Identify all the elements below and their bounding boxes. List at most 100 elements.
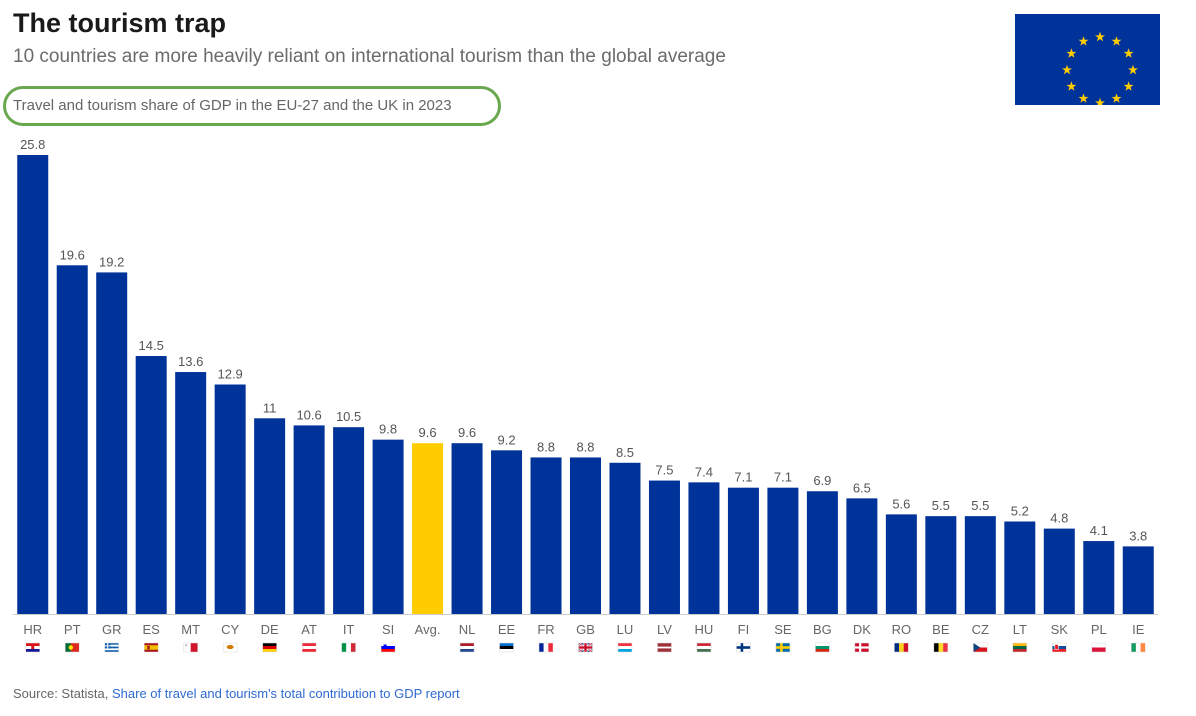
bar-cy — [214, 384, 246, 614]
bar-se — [767, 487, 799, 614]
chart-caption: Travel and tourism share of GDP in the E… — [3, 86, 501, 126]
value-label: 25.8 — [20, 137, 45, 152]
tick-label: MT — [181, 622, 200, 637]
tick-label: BG — [813, 622, 832, 637]
chart-subtitle: 10 countries are more heavily reliant on… — [13, 46, 726, 67]
tick-label: SK — [1051, 622, 1069, 637]
flag-de-icon — [262, 642, 277, 653]
tick-label: PL — [1091, 622, 1107, 637]
flag-star-icon — [1128, 64, 1138, 75]
tick-label: Avg. — [415, 622, 441, 637]
flag-fr-icon — [538, 642, 554, 653]
tick-label: LV — [657, 622, 672, 637]
bar-ee — [491, 450, 523, 614]
flag-star-icon — [1078, 93, 1089, 103]
flag-star-icon — [1078, 36, 1089, 46]
bar-es — [135, 356, 167, 614]
flag-lt-icon — [1012, 642, 1028, 653]
bar-nl — [451, 443, 483, 614]
value-label: 9.6 — [458, 425, 476, 440]
value-label: 19.2 — [99, 254, 124, 269]
value-label: 8.8 — [537, 439, 555, 454]
source-note: Source: Statista, Share of travel and to… — [13, 686, 460, 701]
value-label: 9.6 — [419, 425, 437, 440]
flag-gb-icon — [577, 642, 594, 653]
flag-star-icon — [1095, 31, 1105, 42]
value-label: 8.8 — [576, 439, 594, 454]
flag-se-icon — [775, 642, 791, 653]
flag-star-icon — [1095, 97, 1105, 105]
value-label: 6.5 — [853, 480, 871, 495]
bar-lt — [1004, 521, 1036, 614]
flag-fi-icon — [736, 642, 751, 653]
tick-label: EE — [498, 622, 516, 637]
bar-at — [293, 425, 325, 614]
value-label: 5.5 — [932, 498, 950, 513]
tick-label: SE — [774, 622, 792, 637]
tick-label: NL — [459, 622, 476, 637]
bar-chart: 25.8 HR 19.6 PT 19.2 GR 14.5 ES 13.6 MT 12.9 CY 11 DE… — [13, 137, 1158, 653]
tick-label: HU — [695, 622, 714, 637]
chart-title: The tourism trap — [13, 8, 227, 38]
bar-be — [925, 516, 957, 614]
bar-ro — [885, 514, 917, 614]
value-label: 4.8 — [1050, 511, 1068, 526]
tick-label: FR — [537, 622, 554, 637]
flag-at-icon — [301, 642, 317, 653]
flag-sk-icon — [1052, 642, 1067, 653]
flag-star-icon — [1111, 36, 1122, 46]
tick-label: CZ — [972, 622, 989, 637]
flag-si-icon — [380, 642, 396, 653]
value-label: 5.5 — [971, 498, 989, 513]
value-label: 7.5 — [655, 463, 673, 478]
flag-star-icon — [1062, 64, 1072, 75]
bar-gb — [570, 457, 601, 614]
value-label: 12.9 — [217, 367, 242, 382]
tick-label: HR — [23, 622, 42, 637]
tick-label: BE — [932, 622, 950, 637]
bar-hu — [688, 482, 720, 614]
tick-label: FI — [738, 622, 750, 637]
bar-cz — [964, 516, 996, 614]
tick-label: LT — [1013, 622, 1027, 637]
bar-pt — [56, 265, 88, 614]
flag-be-icon — [933, 642, 949, 653]
value-label: 4.1 — [1090, 523, 1108, 538]
tick-label: DK — [853, 622, 871, 637]
value-label: 19.6 — [60, 247, 85, 262]
value-label: 5.2 — [1011, 503, 1029, 518]
source-link[interactable]: Share of travel and tourism's total cont… — [112, 686, 460, 701]
value-label: 6.9 — [813, 473, 831, 488]
bar-lv — [648, 480, 680, 614]
bar-mt — [175, 372, 207, 614]
flag-es-icon — [143, 642, 159, 653]
flag-star-icon — [1111, 93, 1122, 103]
tick-label: ES — [143, 622, 161, 637]
flag-cz-icon — [973, 642, 988, 653]
value-label: 8.5 — [616, 445, 634, 460]
value-label: 9.2 — [497, 432, 515, 447]
flag-mt-icon — [183, 642, 198, 653]
tick-label: AT — [301, 622, 317, 637]
tick-label: SI — [382, 622, 394, 637]
flag-hr-icon — [25, 642, 40, 653]
tick-label: RO — [892, 622, 912, 637]
bar-fr — [530, 457, 562, 614]
flag-lu-icon — [617, 642, 633, 653]
bar-si — [372, 439, 404, 614]
bar-it — [333, 427, 365, 614]
flag-star-icon — [1123, 81, 1134, 91]
bar-hr — [17, 155, 49, 614]
tick-label: GR — [102, 622, 122, 637]
value-label: 13.6 — [178, 354, 203, 369]
flag-it-icon — [341, 642, 356, 653]
value-label: 7.4 — [695, 464, 713, 479]
bar-sk — [1043, 528, 1075, 614]
flag-lv-icon — [657, 642, 672, 653]
tick-label: PT — [64, 622, 81, 637]
bar-dk — [846, 498, 878, 614]
flag-gr-icon — [104, 642, 119, 653]
tick-label: CY — [221, 622, 239, 637]
value-label: 7.1 — [774, 470, 792, 485]
value-label: 9.8 — [379, 422, 397, 437]
